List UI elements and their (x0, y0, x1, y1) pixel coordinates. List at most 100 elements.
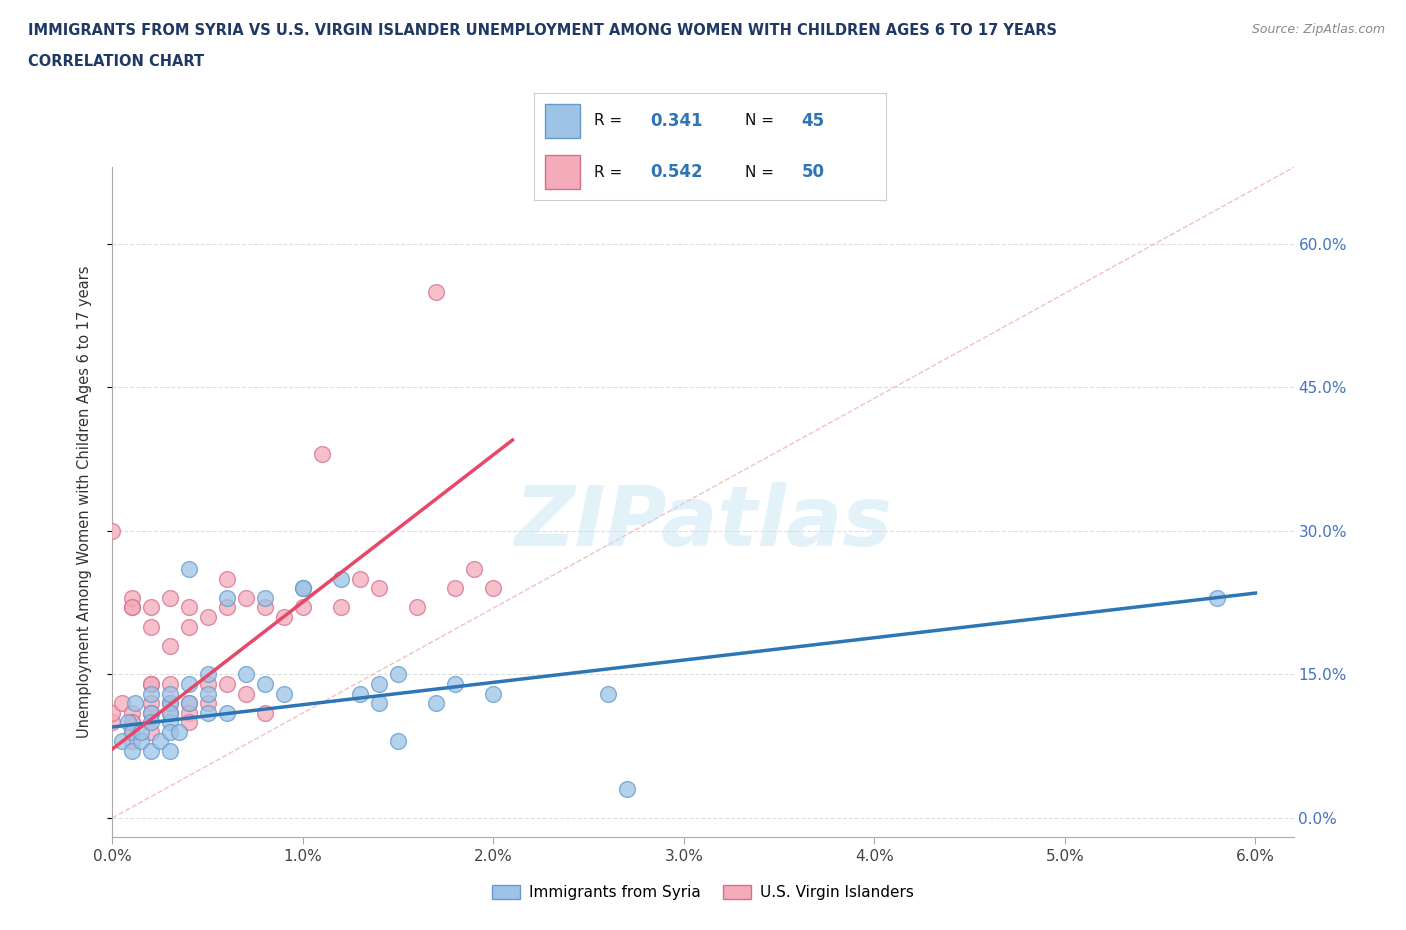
Point (159, 686, 181, 701)
Point (111, 696, 134, 711)
Point (444, 676, 467, 691)
Point (139, 676, 162, 691)
Text: N =: N = (745, 113, 775, 128)
Point (159, 591, 181, 605)
FancyBboxPatch shape (544, 104, 581, 138)
Point (311, 447, 333, 462)
Point (291, 581, 314, 596)
FancyBboxPatch shape (544, 155, 581, 190)
Point (291, 600, 314, 615)
Point (149, 734, 172, 749)
Point (159, 743, 181, 758)
Point (406, 600, 429, 615)
Point (197, 686, 219, 701)
Point (139, 715, 162, 730)
Point (197, 705, 219, 720)
Point (291, 581, 314, 596)
Point (177, 696, 200, 711)
Point (159, 705, 181, 720)
Point (425, 696, 447, 711)
Point (101, 715, 124, 730)
Point (425, 285, 447, 299)
Point (215, 705, 238, 720)
Point (235, 591, 257, 605)
Point (215, 591, 238, 605)
Point (368, 696, 391, 711)
Point (129, 724, 152, 739)
Point (273, 686, 295, 701)
Point (273, 609, 295, 624)
Point (121, 600, 143, 615)
Point (121, 715, 143, 730)
Point (197, 609, 219, 624)
Point (111, 734, 134, 749)
Point (368, 676, 391, 691)
Point (159, 676, 181, 691)
Point (368, 581, 391, 596)
Point (197, 676, 219, 691)
Point (177, 705, 200, 720)
Point (101, 524, 124, 538)
Point (177, 676, 200, 691)
Point (1206, 591, 1229, 605)
Point (177, 619, 200, 634)
Point (139, 676, 162, 691)
Point (121, 734, 143, 749)
Point (121, 715, 143, 730)
Text: IMMIGRANTS FROM SYRIA VS U.S. VIRGIN ISLANDER UNEMPLOYMENT AMONG WOMEN WITH CHIL: IMMIGRANTS FROM SYRIA VS U.S. VIRGIN ISL… (28, 23, 1057, 38)
Point (159, 638, 181, 653)
Point (235, 667, 257, 682)
Text: N =: N = (745, 165, 775, 179)
Text: 45: 45 (801, 112, 824, 130)
Point (159, 705, 181, 720)
Point (253, 676, 276, 691)
Point (253, 600, 276, 615)
Point (197, 696, 219, 711)
Point (215, 571, 238, 586)
Point (121, 705, 143, 720)
Point (330, 571, 353, 586)
Point (129, 734, 152, 749)
Point (167, 724, 190, 739)
Point (139, 600, 162, 615)
Point (101, 705, 124, 720)
Text: R =: R = (593, 113, 623, 128)
Point (177, 562, 200, 577)
Point (159, 696, 181, 711)
Text: 50: 50 (801, 163, 824, 181)
Point (121, 724, 143, 739)
Point (159, 696, 181, 711)
Point (139, 619, 162, 634)
Point (349, 686, 371, 701)
Point (159, 724, 181, 739)
Point (121, 743, 143, 758)
Point (139, 705, 162, 720)
Text: 0.341: 0.341 (650, 112, 703, 130)
Point (596, 686, 619, 701)
Point (463, 562, 485, 577)
Point (139, 705, 162, 720)
Text: Source: ZipAtlas.com: Source: ZipAtlas.com (1251, 23, 1385, 36)
Point (139, 686, 162, 701)
Point (177, 600, 200, 615)
Text: R =: R = (593, 165, 623, 179)
Point (482, 581, 505, 596)
Point (159, 715, 181, 730)
Point (444, 581, 467, 596)
Point (124, 696, 146, 711)
Point (121, 724, 143, 739)
Point (215, 676, 238, 691)
Point (349, 571, 371, 586)
Point (253, 705, 276, 720)
Point (387, 667, 409, 682)
Point (121, 600, 143, 615)
Point (121, 591, 143, 605)
Legend: Immigrants from Syria, U.S. Virgin Islanders: Immigrants from Syria, U.S. Virgin Islan… (486, 879, 920, 907)
Point (253, 591, 276, 605)
Point (197, 667, 219, 682)
Y-axis label: Unemployment Among Women with Children Ages 6 to 17 years: Unemployment Among Women with Children A… (77, 266, 91, 738)
Text: 0.542: 0.542 (650, 163, 703, 181)
Point (177, 696, 200, 711)
Point (330, 600, 353, 615)
Point (139, 696, 162, 711)
